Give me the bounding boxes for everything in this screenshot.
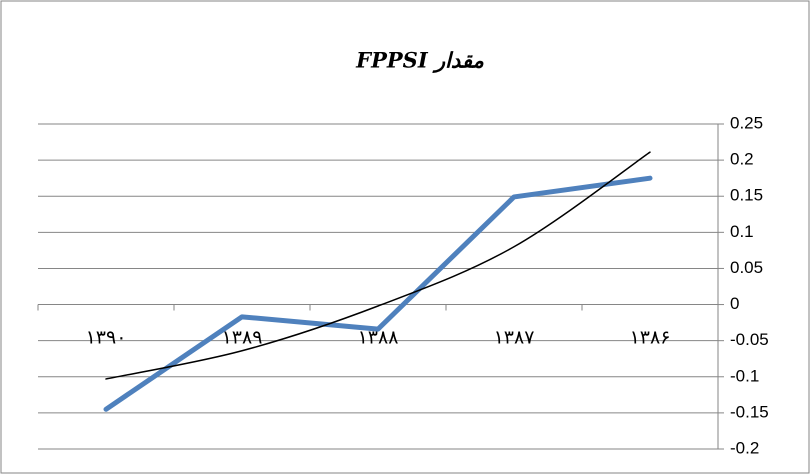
- y-tick-label: 0.25: [730, 113, 763, 132]
- y-tick-label: 0.15: [730, 186, 763, 205]
- y-tick-label: -0.15: [730, 402, 769, 421]
- x-tick-label: ۱۳۸۸: [358, 328, 399, 349]
- x-tick-label: ۱۳۹۰: [86, 328, 127, 349]
- trend-line: [105, 151, 651, 380]
- y-tick-label: 0: [730, 294, 739, 313]
- chart-title: مقدار FPPSI: [355, 48, 484, 74]
- x-tick-label: ۱۳۸۶: [630, 328, 671, 349]
- x-tick-label: ۱۳۸۷: [494, 328, 535, 349]
- y-tick-label: 0.2: [730, 150, 754, 169]
- data-line: [103, 175, 653, 412]
- x-tick-label: ۱۳۸۹: [222, 328, 263, 349]
- y-tick-label: -0.1: [730, 366, 759, 385]
- y-tick-label: -0.05: [730, 330, 769, 349]
- y-tick-label: -0.2: [730, 438, 759, 457]
- y-tick-label: 0.05: [730, 258, 763, 277]
- y-tick-label: 0.1: [730, 222, 754, 241]
